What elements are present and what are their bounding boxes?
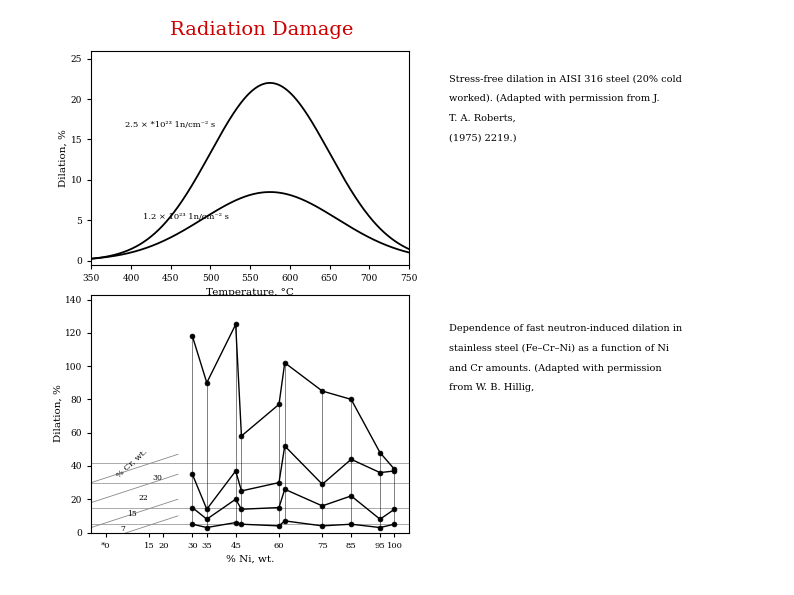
Text: Radiation Damage: Radiation Damage	[171, 21, 353, 39]
X-axis label: % Ni, wt.: % Ni, wt.	[226, 555, 274, 564]
Text: 2.5 × *10²³ 1n/cm⁻² s: 2.5 × *10²³ 1n/cm⁻² s	[125, 121, 215, 129]
Text: Stress-free dilation in AISI 316 steel (20% cold: Stress-free dilation in AISI 316 steel (…	[449, 74, 681, 83]
Text: 15: 15	[127, 511, 137, 518]
Text: 1.2 × 10²³ 1n/cm⁻² s: 1.2 × 10²³ 1n/cm⁻² s	[143, 212, 229, 221]
Text: 22: 22	[138, 494, 148, 502]
Text: and Cr amounts. (Adapted with permission: and Cr amounts. (Adapted with permission	[449, 364, 661, 372]
X-axis label: Temperature, °C: Temperature, °C	[206, 289, 294, 298]
Y-axis label: Dilation, %: Dilation, %	[53, 384, 62, 443]
Text: 7: 7	[121, 525, 125, 533]
Text: worked). (Adapted with permission from J.: worked). (Adapted with permission from J…	[449, 94, 659, 103]
Text: from W. B. Hillig,: from W. B. Hillig,	[449, 383, 537, 392]
Text: Dependence of fast neutron-induced dilation in: Dependence of fast neutron-induced dilat…	[449, 324, 682, 333]
Text: (1975) 2219.): (1975) 2219.)	[449, 133, 516, 142]
Text: T. A. Roberts,: T. A. Roberts,	[449, 114, 518, 123]
Text: stainless steel (Fe–Cr–Ni) as a function of Ni: stainless steel (Fe–Cr–Ni) as a function…	[449, 344, 669, 353]
Y-axis label: Dilation, %: Dilation, %	[59, 129, 67, 187]
Text: % Cr, wt.: % Cr, wt.	[114, 447, 148, 478]
Text: 30: 30	[152, 474, 163, 481]
